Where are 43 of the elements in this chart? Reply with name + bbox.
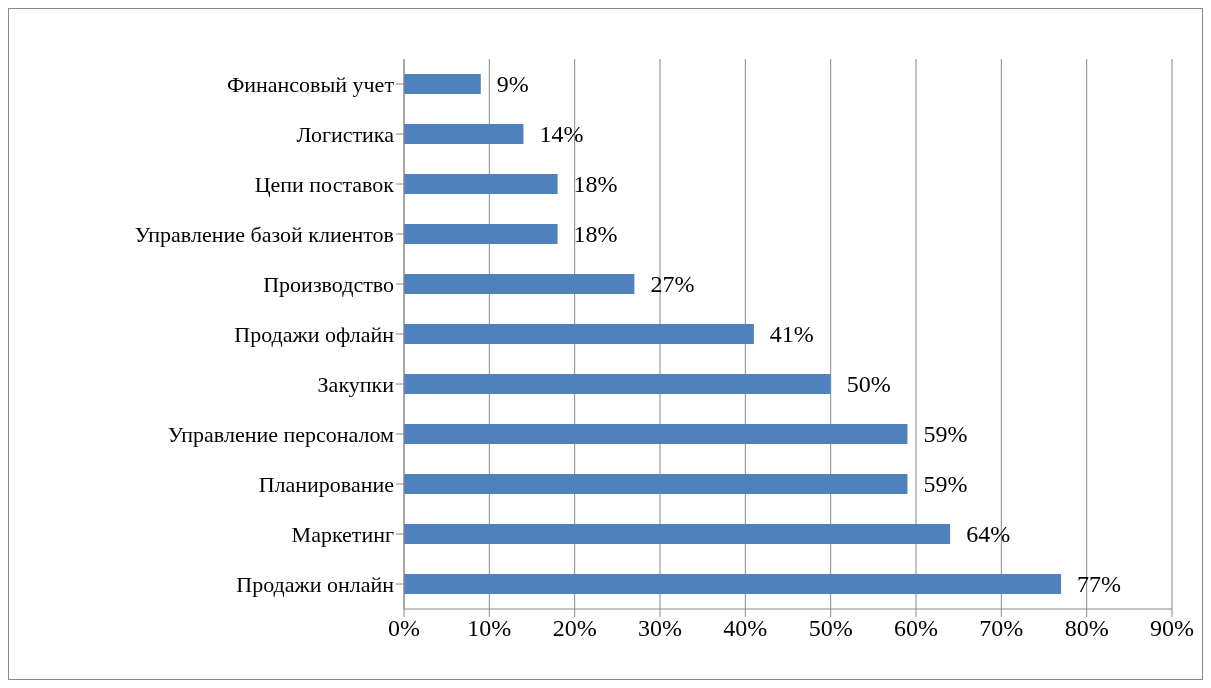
- data-label: 59%: [923, 421, 968, 447]
- data-label: 64%: [966, 521, 1011, 547]
- bar: [404, 424, 908, 444]
- bar: [404, 274, 635, 294]
- y-tick-label: Логистика: [296, 121, 395, 147]
- y-tick-label: Продажи онлайн: [236, 571, 395, 597]
- x-tick-label: 40%: [723, 615, 768, 642]
- data-label: 14%: [539, 121, 584, 147]
- x-tick-label: 60%: [894, 615, 938, 642]
- bar: [404, 474, 908, 494]
- x-tick-label: 30%: [638, 615, 682, 642]
- bar: [404, 74, 481, 94]
- bar: [404, 224, 558, 244]
- bar: [404, 374, 831, 394]
- data-label: 77%: [1077, 571, 1122, 597]
- bar: [404, 124, 524, 144]
- x-tick-label: 80%: [1064, 615, 1109, 642]
- y-tick-label: Цепи поставок: [254, 171, 395, 197]
- x-tick-label: 0%: [388, 615, 420, 642]
- data-label: 59%: [923, 471, 968, 497]
- y-tick-label: Финансовый учет: [226, 71, 395, 97]
- data-label: 18%: [573, 171, 618, 197]
- y-tick-label: Закупки: [317, 371, 395, 397]
- y-tick-label: Маркетинг: [291, 521, 394, 547]
- y-tick-label: Планирование: [258, 471, 394, 497]
- data-label: 41%: [769, 321, 814, 347]
- y-tick-label: Производство: [263, 271, 394, 297]
- y-tick-label: Продажи офлайн: [234, 321, 395, 347]
- x-tick-label: 90%: [1150, 615, 1194, 642]
- x-tick-label: 50%: [808, 615, 853, 642]
- y-tick-label: Управление базой клиентов: [134, 221, 394, 247]
- x-tick-label: 10%: [467, 615, 512, 642]
- bar: [404, 524, 951, 544]
- data-label: 9%: [496, 71, 529, 97]
- data-label: 18%: [573, 221, 618, 247]
- data-label: 27%: [650, 271, 695, 297]
- x-tick-label: 70%: [979, 615, 1024, 642]
- x-tick-label: 20%: [552, 615, 597, 642]
- data-label: 50%: [846, 371, 891, 397]
- bar: [404, 324, 754, 344]
- bar: [404, 574, 1062, 594]
- y-tick-label: Управление персоналом: [167, 421, 395, 447]
- bar: [404, 174, 558, 194]
